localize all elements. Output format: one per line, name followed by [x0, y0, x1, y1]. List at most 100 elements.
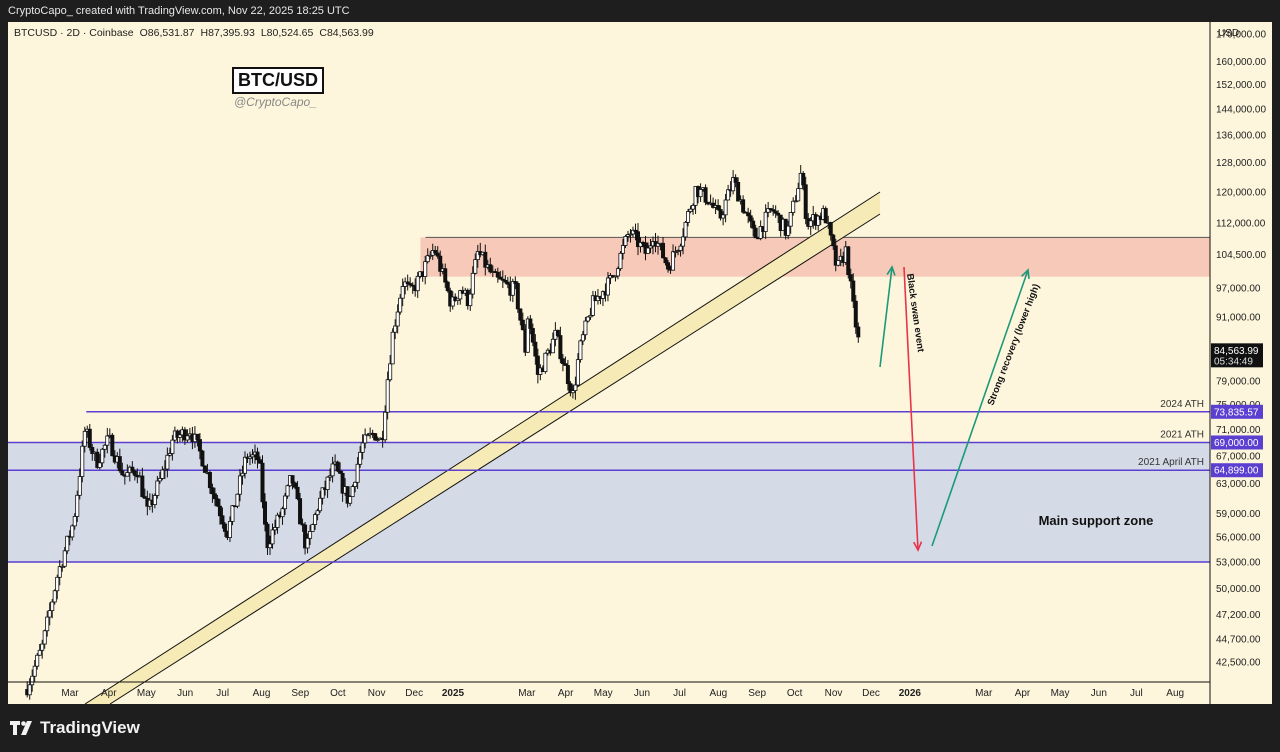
candle	[585, 316, 590, 322]
x-tick-label[interactable]: Oct	[330, 688, 346, 699]
y-tick-label[interactable]: 50,000.00	[1216, 584, 1261, 595]
y-tick-label[interactable]: 152,000.00	[1216, 80, 1266, 91]
y-tick-label[interactable]: 128,000.00	[1216, 158, 1266, 169]
channel-upper-line[interactable]	[84, 191, 881, 704]
y-tick-label[interactable]: 91,000.00	[1216, 313, 1261, 324]
x-tick-label[interactable]: Aug	[709, 688, 727, 699]
y-tick-label[interactable]: 47,200.00	[1216, 610, 1261, 621]
candle	[741, 199, 746, 213]
candle	[130, 466, 135, 472]
candle	[605, 277, 610, 296]
x-tick-label[interactable]: 2025	[442, 688, 465, 699]
chart-frame[interactable]: 2024 ATH 2021 ATH 2021 April ATH Black swan…	[8, 22, 1272, 704]
x-tick-label[interactable]: Mar	[975, 688, 993, 699]
candle	[162, 468, 167, 471]
x-tick-label[interactable]: May	[1051, 688, 1070, 699]
candle	[237, 475, 242, 495]
candle	[528, 318, 533, 329]
x-tick-label[interactable]: Jun	[1091, 688, 1107, 699]
x-tick-label[interactable]: Jun	[634, 688, 650, 699]
level-price-tag-text: 64,899.00	[1214, 466, 1259, 477]
y-tick-label[interactable]: 44,700.00	[1216, 635, 1261, 646]
candle	[828, 221, 833, 236]
x-tick-label[interactable]: Mar	[61, 688, 79, 699]
x-tick-label[interactable]: Nov	[368, 688, 386, 699]
y-tick-label[interactable]: 136,000.00	[1216, 131, 1266, 142]
y-tick-label[interactable]: 104,500.00	[1216, 250, 1266, 261]
y-tick-label[interactable]: 112,000.00	[1216, 219, 1266, 230]
x-tick-label[interactable]: Aug	[1166, 688, 1184, 699]
x-tick-label[interactable]: Jul	[1130, 688, 1143, 699]
candle	[590, 295, 595, 316]
y-tick-label[interactable]: 170,000.00	[1216, 30, 1266, 41]
y-tick-label[interactable]: 160,000.00	[1216, 57, 1266, 68]
x-tick-label[interactable]: Oct	[787, 688, 803, 699]
x-tick-label[interactable]: Jul	[216, 688, 229, 699]
candle	[263, 501, 268, 525]
x-tick-label[interactable]: May	[594, 688, 613, 699]
candle	[525, 318, 530, 353]
y-tick-label[interactable]: 42,500.00	[1216, 658, 1261, 669]
candle	[726, 189, 731, 201]
candle	[661, 242, 666, 259]
x-tick-label[interactable]: Dec	[862, 688, 880, 699]
x-tick-label[interactable]: Sep	[748, 688, 766, 699]
x-tick-label[interactable]: Sep	[291, 688, 309, 699]
short-rebound-arrow[interactable]	[879, 265, 896, 368]
black-swan-arrow[interactable]	[903, 266, 923, 552]
x-tick-label[interactable]: Apr	[1015, 688, 1031, 699]
level-price-tag[interactable]	[1211, 404, 1263, 419]
y-tick-label[interactable]: 144,000.00	[1216, 105, 1266, 116]
candle	[823, 208, 828, 224]
candle	[30, 675, 35, 686]
support-zone-label: Main support zone	[1039, 513, 1154, 528]
y-tick-label[interactable]: 59,000.00	[1216, 509, 1261, 520]
candle	[520, 319, 525, 331]
candle	[723, 199, 728, 216]
y-tick-label[interactable]: 79,000.00	[1216, 377, 1261, 388]
x-tick-label[interactable]: Nov	[825, 688, 843, 699]
candle	[222, 523, 227, 532]
candle	[365, 434, 370, 437]
tradingview-logo[interactable]: TradingView	[10, 718, 140, 738]
candle	[393, 325, 398, 333]
candle	[353, 481, 358, 487]
last-price-tag[interactable]	[1211, 343, 1263, 368]
x-tick-label[interactable]: Dec	[405, 688, 423, 699]
x-tick-label[interactable]: Jun	[177, 688, 193, 699]
candle	[37, 649, 42, 656]
candle	[257, 459, 262, 464]
candle	[408, 283, 413, 286]
channel-lower-line[interactable]	[109, 213, 881, 704]
x-tick-label[interactable]: May	[137, 688, 156, 699]
candle	[185, 435, 190, 441]
x-tick-label[interactable]: Apr	[101, 688, 117, 699]
candle	[350, 486, 355, 497]
y-tick-label[interactable]: 56,000.00	[1216, 533, 1261, 544]
y-tick-label[interactable]: 67,000.00	[1216, 451, 1261, 462]
y-tick-label[interactable]: 120,000.00	[1216, 187, 1266, 198]
level-price-tag[interactable]	[1211, 435, 1263, 450]
candle	[313, 514, 318, 525]
x-tick-label[interactable]: 2026	[899, 688, 922, 699]
x-tick-label[interactable]: Apr	[558, 688, 574, 699]
candle	[788, 212, 793, 227]
symbol-name[interactable]: BTCUSD · 2D · Coinbase	[14, 27, 134, 39]
x-tick-label[interactable]: Mar	[518, 688, 536, 699]
candle	[703, 187, 708, 203]
currency-label: USD	[1218, 28, 1239, 39]
candle	[345, 486, 350, 504]
level-price-tag[interactable]	[1211, 463, 1263, 478]
level-price-tag-text: 69,000.00	[1214, 438, 1259, 449]
last-price-text: 84,563.99	[1214, 346, 1259, 357]
x-tick-label[interactable]: Jul	[673, 688, 686, 699]
level-label: 2021 April ATH	[1138, 457, 1204, 468]
x-tick-label[interactable]: Aug	[253, 688, 271, 699]
candle	[428, 254, 433, 257]
y-tick-label[interactable]: 71,000.00	[1216, 425, 1261, 436]
recovery-arrow[interactable]	[931, 268, 1030, 547]
y-tick-label[interactable]: 97,000.00	[1216, 284, 1261, 295]
y-tick-label[interactable]: 53,000.00	[1216, 557, 1261, 568]
y-tick-label[interactable]: 63,000.00	[1216, 479, 1261, 490]
